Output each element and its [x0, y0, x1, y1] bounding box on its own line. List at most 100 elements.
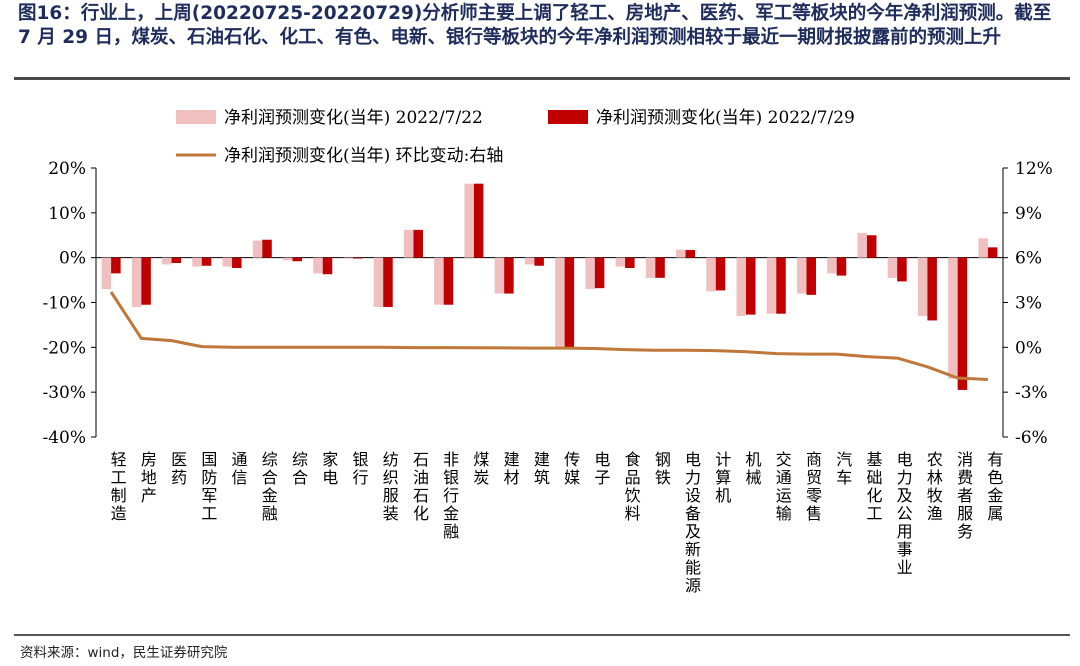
title-divider: [14, 77, 1070, 80]
bar-2022-07-29: [897, 257, 907, 282]
bar-2022-07-29: [957, 257, 968, 390]
bar-2022-07-29: [987, 247, 998, 258]
bar-2022-07-22: [494, 257, 505, 294]
left-tick-label: 20%: [48, 159, 86, 179]
x-tick-label: 电力设备及新能源: [682, 451, 701, 595]
x-tick-label: 消费者服务: [954, 451, 973, 541]
x-tick-label: 医药: [168, 451, 187, 487]
left-tick-label: -20%: [42, 338, 86, 358]
bar-2022-07-22: [766, 257, 777, 314]
left-tick-label: 10%: [48, 204, 86, 224]
x-tick-label: 房地产: [138, 451, 157, 505]
bar-2022-07-22: [948, 257, 958, 379]
x-tick-label: 纺织服装: [380, 451, 399, 523]
bar-2022-07-22: [192, 257, 202, 267]
x-tick-label: 综合: [289, 451, 308, 487]
bar-2022-07-29: [171, 257, 182, 264]
right-tick-label: 3%: [1015, 294, 1042, 314]
right-tick-label: -3%: [1015, 383, 1048, 403]
bar-2022-07-22: [222, 257, 233, 267]
chart: 净利润预测变化(当年) 2022/7/22 净利润预测变化(当年) 2022/7/…: [42, 108, 1052, 595]
x-tick-label: 钢铁: [652, 451, 671, 487]
bar-2022-07-22: [524, 257, 535, 265]
source-note: 资料来源：wind，民生证券研究院: [20, 645, 228, 661]
bar-2022-07-22: [706, 257, 716, 292]
x-tick-label: 通信: [229, 451, 248, 487]
x-tick-label: 电子: [591, 451, 610, 487]
x-tick-label: 轻工制造: [108, 451, 127, 523]
bar-2022-07-22: [645, 257, 656, 278]
bar-2022-07-22: [464, 183, 474, 258]
bar-2022-07-29: [655, 257, 665, 278]
bar-2022-07-22: [796, 257, 807, 294]
bar-2022-07-22: [283, 257, 293, 261]
bar-2022-07-22: [313, 257, 323, 274]
bar-2022-07-22: [131, 257, 142, 307]
x-tick-label: 建材: [501, 451, 520, 487]
bar-2022-07-22: [101, 257, 112, 290]
bar-2022-07-29: [564, 257, 575, 348]
bar-2022-07-29: [625, 257, 635, 268]
x-tick-label: 汽车: [833, 451, 852, 487]
bar-2022-07-22: [585, 257, 595, 290]
right-tick-label: -6%: [1015, 428, 1048, 448]
bar-2022-07-29: [836, 257, 847, 276]
bar-2022-07-29: [806, 257, 816, 295]
bar-2022-07-22: [434, 257, 444, 305]
x-tick-label: 商贸零售: [803, 451, 822, 523]
bar-2022-07-22: [615, 257, 626, 267]
bar-2022-07-29: [262, 239, 272, 258]
x-tick-label: 交通运输: [773, 451, 792, 523]
x-tick-label: 电力及公用事业: [894, 451, 913, 577]
bar-2022-07-29: [715, 257, 726, 291]
x-tick-label: 基础化工: [863, 451, 882, 523]
bar-2022-07-29: [232, 257, 242, 268]
x-tick-label: 食品饮料: [622, 451, 641, 523]
footer-divider: [14, 634, 1070, 636]
right-tick-label: 12%: [1015, 159, 1053, 179]
x-tick-label: 非银行金融: [440, 451, 459, 541]
bar-2022-07-29: [746, 257, 756, 315]
right-tick-label: 0%: [1015, 338, 1042, 358]
x-tick-label: 传媒: [561, 451, 580, 487]
x-tick-label: 农林牧渔: [924, 451, 943, 523]
bar-2022-07-29: [473, 183, 484, 258]
bar-2022-07-29: [201, 257, 212, 266]
x-tick-label: 机械: [743, 451, 762, 487]
bar-2022-07-22: [343, 257, 353, 259]
bar-2022-07-29: [383, 257, 393, 307]
bar-2022-07-29: [685, 250, 696, 258]
bar-2022-07-22: [887, 257, 898, 278]
right-tick-label: 9%: [1015, 204, 1042, 224]
bar-2022-07-22: [857, 233, 867, 258]
bar-2022-07-29: [534, 257, 544, 266]
x-tick-label: 煤炭: [470, 451, 489, 487]
legend-item-2022-07-29-label: 净利润预测变化(当年) 2022/7/29: [596, 108, 855, 128]
bar-2022-07-29: [352, 257, 363, 259]
chart-bars: [101, 183, 998, 390]
bar-2022-07-22: [373, 257, 384, 307]
x-tick-label: 银行: [349, 451, 368, 487]
line-series-wow-change: [109, 291, 988, 381]
legend-item-2022-07-29-swatch: [548, 110, 588, 124]
bar-2022-07-22: [736, 257, 747, 316]
bar-2022-07-29: [927, 257, 937, 321]
right-tick-label: 6%: [1015, 249, 1042, 269]
bar-2022-07-29: [504, 257, 514, 294]
bar-2022-07-29: [776, 257, 786, 314]
left-tick-label: 0%: [59, 249, 86, 269]
bar-2022-07-29: [111, 257, 121, 274]
chart-axes: 20% 10% 0% -10% -20% -30% -40% 12% 9% 6% 3% 0% -3% -6…: [42, 159, 1052, 448]
chart-legend: 净利润预测变化(当年) 2022/7/22 净利润预测变化(当年) 2022/7/…: [176, 108, 855, 166]
bar-2022-07-22: [978, 238, 988, 258]
x-tick-label: 建筑: [531, 451, 550, 487]
bar-2022-07-29: [292, 257, 303, 262]
x-tick-label: 家电: [319, 451, 338, 487]
chart-line: [109, 291, 988, 381]
x-tick-label: 国防军工: [198, 451, 217, 523]
bar-2022-07-29: [322, 257, 333, 275]
bar-2022-07-29: [413, 229, 423, 258]
x-tick-label: 计算机: [712, 451, 731, 505]
bar-2022-07-22: [162, 257, 172, 265]
x-tick-label: 综合金融: [259, 451, 278, 523]
